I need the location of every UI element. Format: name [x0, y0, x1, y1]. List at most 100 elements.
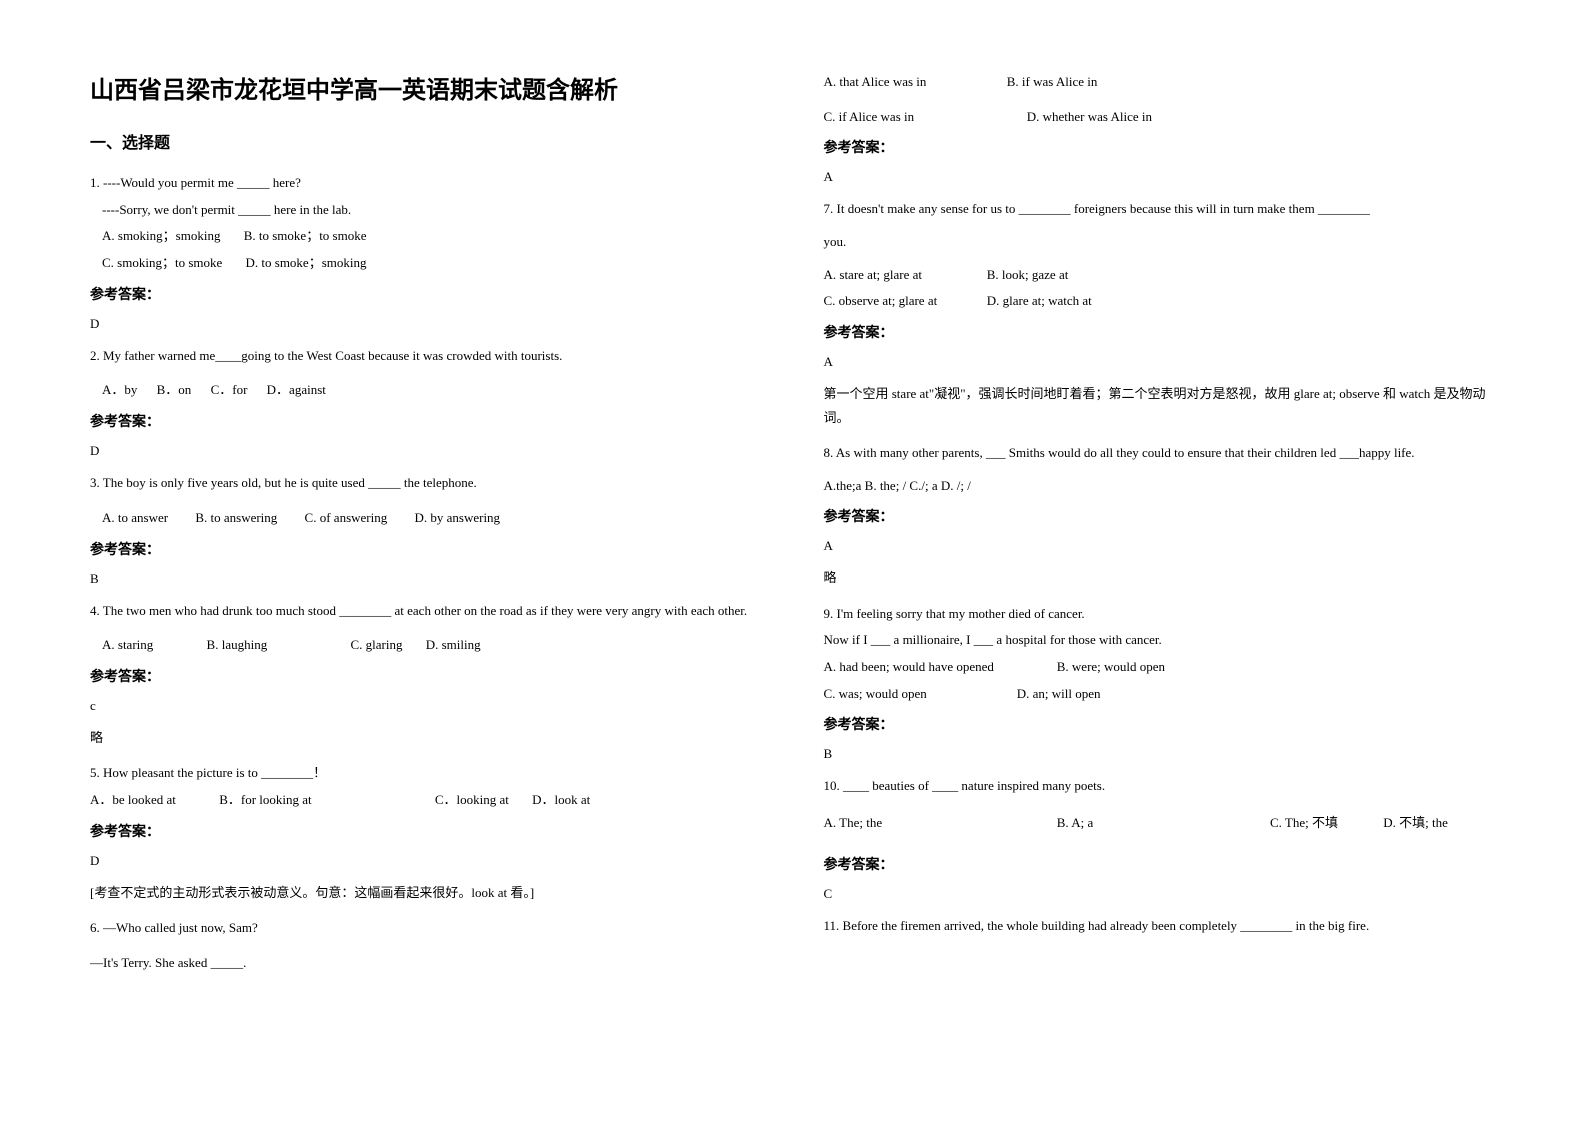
- q10-optA: A. The; the: [824, 811, 1054, 836]
- q1-optC: C. smoking；to smoke: [102, 251, 222, 276]
- left-column: 山西省吕梁市龙花垣中学高一英语期末试题含解析 一、选择题 1. ----Woul…: [50, 70, 794, 1082]
- q7-optB: B. look; gaze at: [987, 267, 1069, 282]
- q5-options: A．be looked at B．for looking at C．lookin…: [90, 788, 764, 813]
- q8-answer: A: [824, 538, 1498, 554]
- question-8: 8. As with many other parents, ___ Smith…: [824, 441, 1498, 590]
- q4-answer: c: [90, 698, 764, 714]
- q1-line1: 1. ----Would you permit me _____ here?: [90, 171, 764, 196]
- q9-line1: 9. I'm feeling sorry that my mother died…: [824, 602, 1498, 627]
- q1-answer: D: [90, 316, 764, 332]
- q7-line2: you.: [824, 230, 1498, 255]
- q6-answer: A: [824, 169, 1498, 185]
- q7-line1: 7. It doesn't make any sense for us to _…: [824, 197, 1498, 222]
- q4-optB: B. laughing: [207, 637, 268, 652]
- q2-optD: D．against: [267, 382, 326, 397]
- q4-optA: A. staring: [102, 637, 153, 652]
- document-title: 山西省吕梁市龙花垣中学高一英语期末试题含解析: [90, 70, 764, 105]
- question-11: 11. Before the firemen arrived, the whol…: [824, 914, 1498, 939]
- q7-note: 第一个空用 stare at"凝视"，强调长时间地盯着看；第二个空表明对方是怒视…: [824, 382, 1498, 429]
- question-10: 10. ____ beauties of ____ nature inspire…: [824, 774, 1498, 901]
- q3-optA: A. to answer: [102, 510, 168, 525]
- q6-options-row2: C. if Alice was in D. whether was Alice …: [824, 105, 1498, 130]
- q1-line2: ----Sorry, we don't permit _____ here in…: [102, 198, 764, 223]
- q6-optA: A. that Alice was in: [824, 70, 1004, 95]
- q9-optC: C. was; would open: [824, 682, 1014, 707]
- right-column: A. that Alice was in B. if was Alice in …: [794, 70, 1538, 1082]
- q11-text: 11. Before the firemen arrived, the whol…: [824, 914, 1498, 939]
- q2-optB: B．on: [157, 382, 192, 397]
- q10-optB: B. A; a: [1057, 811, 1267, 836]
- question-3: 3. The boy is only five years old, but h…: [90, 471, 764, 586]
- q6-answer-label: 参考答案：: [824, 137, 1498, 157]
- q5-optC: C．looking at: [435, 792, 509, 807]
- q5-answer-label: 参考答案：: [90, 821, 764, 841]
- q9-options-row2: C. was; would open D. an; will open: [824, 682, 1498, 707]
- q8-note: 略: [824, 566, 1498, 589]
- q2-options: A．by B．on C．for D．against: [102, 378, 764, 403]
- question-5: 5. How pleasant the picture is to ______…: [90, 761, 764, 904]
- q1-optA: A. smoking；smoking: [102, 224, 220, 249]
- q4-optC: C. glaring: [350, 637, 402, 652]
- q10-options: A. The; the B. A; a C. The; 不填 D. 不填; th…: [824, 811, 1498, 836]
- q9-optA: A. had been; would have opened: [824, 655, 1054, 680]
- q6-optC: C. if Alice was in: [824, 105, 1024, 130]
- q3-text: 3. The boy is only five years old, but h…: [90, 471, 764, 496]
- q5-text: 5. How pleasant the picture is to ______…: [90, 761, 764, 786]
- q4-answer-label: 参考答案：: [90, 666, 764, 686]
- question-9: 9. I'm feeling sorry that my mother died…: [824, 602, 1498, 763]
- q5-note: [考查不定式的主动形式表示被动意义。句意：这幅画看起来很好。look at 看。…: [90, 881, 764, 904]
- q1-options-row1: A. smoking；smoking B. to smoke；to smoke: [102, 224, 764, 249]
- q3-optC: C. of answering: [305, 510, 388, 525]
- q6-line1: 6. —Who called just now, Sam?: [90, 916, 764, 941]
- q4-text: 4. The two men who had drunk too much st…: [90, 599, 764, 624]
- q3-answer-label: 参考答案：: [90, 539, 764, 559]
- q1-options-row2: C. smoking；to smoke D. to smoke；smoking: [102, 251, 764, 276]
- q4-options: A. staring B. laughing C. glaring D. smi…: [102, 633, 764, 658]
- q7-optA: A. stare at; glare at: [824, 263, 984, 288]
- q5-optD: D．look at: [532, 792, 590, 807]
- q9-answer: B: [824, 746, 1498, 762]
- q10-answer: C: [824, 886, 1498, 902]
- q7-optD: D. glare at; watch at: [987, 293, 1092, 308]
- q10-optC: C. The; 不填: [1270, 811, 1380, 836]
- q5-optA: A．be looked at: [90, 792, 176, 807]
- q7-answer: A: [824, 354, 1498, 370]
- q4-optD: D. smiling: [426, 637, 481, 652]
- question-2: 2. My father warned me____going to the W…: [90, 344, 764, 459]
- q3-optB: B. to answering: [195, 510, 277, 525]
- q2-text: 2. My father warned me____going to the W…: [90, 344, 764, 369]
- question-6-continued: A. that Alice was in B. if was Alice in …: [824, 70, 1498, 185]
- q4-note: 略: [90, 726, 764, 749]
- question-4: 4. The two men who had drunk too much st…: [90, 599, 764, 750]
- q2-optA: A．by: [102, 382, 137, 397]
- q10-text: 10. ____ beauties of ____ nature inspire…: [824, 774, 1498, 799]
- q6-optD: D. whether was Alice in: [1027, 109, 1152, 124]
- q7-options-row1: A. stare at; glare at B. look; gaze at: [824, 263, 1498, 288]
- q9-optB: B. were; would open: [1057, 659, 1165, 674]
- section-header: 一、选择题: [90, 129, 764, 153]
- q3-options: A. to answer B. to answering C. of answe…: [102, 506, 764, 531]
- q8-answer-label: 参考答案：: [824, 506, 1498, 526]
- q10-answer-label: 参考答案：: [824, 854, 1498, 874]
- q8-text: 8. As with many other parents, ___ Smith…: [824, 441, 1498, 466]
- q9-line2: Now if I ___ a millionaire, I ___ a hosp…: [824, 628, 1498, 653]
- question-6-start: 6. —Who called just now, Sam? —It's Terr…: [90, 916, 764, 975]
- q7-optC: C. observe at; glare at: [824, 289, 984, 314]
- question-1: 1. ----Would you permit me _____ here? -…: [90, 171, 764, 332]
- q9-optD: D. an; will open: [1017, 686, 1101, 701]
- q1-answer-label: 参考答案：: [90, 284, 764, 304]
- q6-line2: —It's Terry. She asked _____.: [90, 951, 764, 976]
- q10-optD: D. 不填; the: [1383, 815, 1448, 830]
- q9-answer-label: 参考答案：: [824, 714, 1498, 734]
- q2-answer-label: 参考答案：: [90, 411, 764, 431]
- q2-answer: D: [90, 443, 764, 459]
- q1-optD: D. to smoke；smoking: [246, 251, 367, 276]
- q5-optB: B．for looking at: [219, 792, 311, 807]
- q6-options-row1: A. that Alice was in B. if was Alice in: [824, 70, 1498, 95]
- q3-optD: D. by answering: [414, 510, 500, 525]
- q7-options-row2: C. observe at; glare at D. glare at; wat…: [824, 289, 1498, 314]
- q6-optB: B. if was Alice in: [1007, 74, 1098, 89]
- q1-optB: B. to smoke；to smoke: [244, 224, 367, 249]
- q8-options: A.the;a B. the; / C./; a D. /; /: [824, 474, 1498, 499]
- q3-answer: B: [90, 571, 764, 587]
